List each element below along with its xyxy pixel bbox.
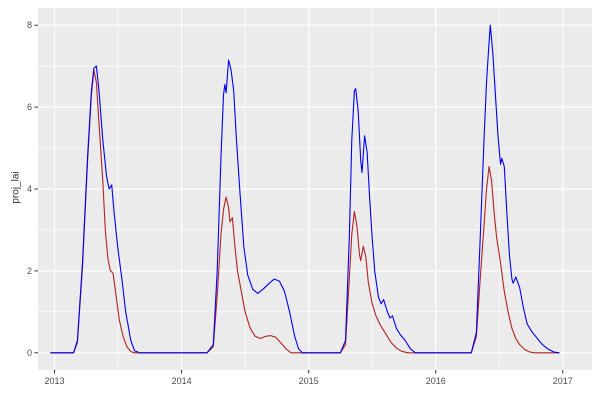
y-tick-label: 4 bbox=[27, 184, 32, 194]
x-tick-label: 2014 bbox=[172, 376, 192, 386]
x-tick-label: 2015 bbox=[299, 376, 319, 386]
y-tick-label: 8 bbox=[27, 20, 32, 30]
x-tick-label: 2017 bbox=[553, 376, 573, 386]
y-tick-label: 0 bbox=[27, 348, 32, 358]
y-axis-title: proj_lai bbox=[10, 171, 22, 204]
x-tick-label: 2013 bbox=[45, 376, 65, 386]
series-blue-line bbox=[50, 24, 560, 354]
x-tick-label: 2016 bbox=[426, 376, 446, 386]
series-red-line bbox=[50, 69, 560, 354]
y-tick-label: 6 bbox=[27, 102, 32, 112]
y-tick-label: 2 bbox=[27, 266, 32, 276]
